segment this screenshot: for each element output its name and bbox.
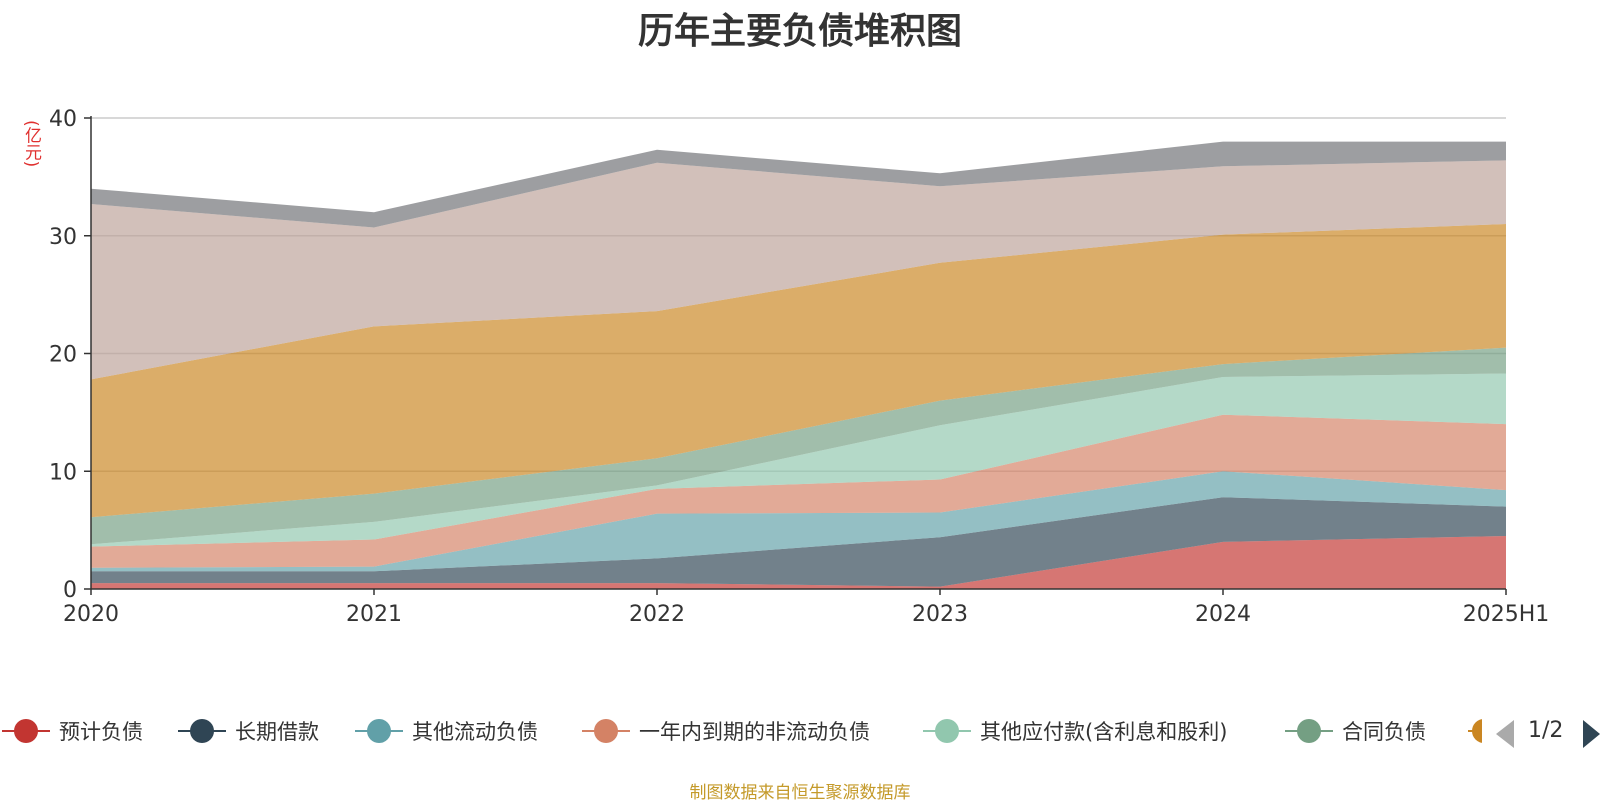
legend-prev-page-icon[interactable] [1496,720,1514,748]
legend-item-1[interactable]: 长期借款 [176,716,319,746]
legend-label: 预计负债 [59,720,143,744]
area-series-0[interactable] [91,536,1506,589]
legend-marker [176,716,228,746]
legend: 预计负债 长期借款 其他流动负债 一年内到期的非流动负债 其他应付款(含利息和股利) 合同… [0,716,1600,756]
x-tick-label: 2022 [629,602,685,627]
legend-item-truncated[interactable] [1468,716,1482,746]
tick-labels: 0 10 20 30 40 2020 2021 2022 2023 2024 2025H1 [49,107,1549,627]
data-source-note: 制图数据来自恒生聚源数据库 [689,783,911,803]
legend-page-indicator: 1/2 [1528,718,1564,743]
chart-title: 历年主要负债堆积图 [637,11,962,52]
area-series-8[interactable] [91,141,1506,228]
axes [84,116,1507,595]
area-series-7[interactable] [91,160,1506,380]
legend-label: 长期借款 [235,720,319,744]
y-tick-label: 30 [49,225,77,250]
legend-marker [0,716,52,746]
x-tick-label: 2021 [346,602,402,627]
legend-item-3[interactable]: 一年内到期的非流动负债 [580,716,870,746]
legend-label: 其他流动负债 [412,720,538,744]
legend-item-5[interactable]: 合同负债 [1283,716,1426,746]
x-tick-label: 2023 [912,602,968,627]
area-series-6[interactable] [91,224,1506,518]
area-series-3[interactable] [91,414,1506,568]
x-tick-label: 2020 [63,602,119,627]
stacked-area-chart: 0 10 20 30 40 2020 2021 2022 2023 2024 2025H1 [49,107,1549,627]
y-tick-label: 40 [49,107,77,132]
legend-dot [594,719,618,743]
y-tick-label: 0 [63,578,77,603]
area-series-layer [91,141,1506,589]
y-axis-unit-label: (亿元) [21,120,41,168]
legend-label: 一年内到期的非流动负债 [639,720,870,744]
area-series-2[interactable] [91,471,1506,572]
y-tick-label: 10 [49,460,77,485]
legend-next-page-icon[interactable] [1583,720,1600,748]
area-series-5[interactable] [91,347,1506,545]
legend-dot [1297,719,1321,743]
legend-label: 其他应付款(含利息和股利) [980,720,1228,744]
legend-item-2[interactable]: 其他流动负债 [353,716,538,746]
legend-marker [1283,716,1335,746]
legend-dot [14,719,38,743]
legend-dot [190,719,214,743]
legend-dot [1472,719,1482,743]
area-series-1[interactable] [91,497,1506,587]
legend-marker [921,716,973,746]
y-tick-label: 20 [49,343,77,368]
legend-dot [935,719,959,743]
legend-label: 合同负债 [1342,720,1426,744]
legend-marker [353,716,405,746]
legend-item-4[interactable]: 其他应付款(含利息和股利) [921,716,1227,746]
legend-dot [367,719,391,743]
area-series-4[interactable] [91,373,1506,547]
x-tick-label: 2024 [1195,602,1251,627]
x-tick-label: 2025H1 [1463,602,1550,627]
legend-item-0[interactable]: 预计负债 [0,716,143,746]
legend-marker [580,716,632,746]
